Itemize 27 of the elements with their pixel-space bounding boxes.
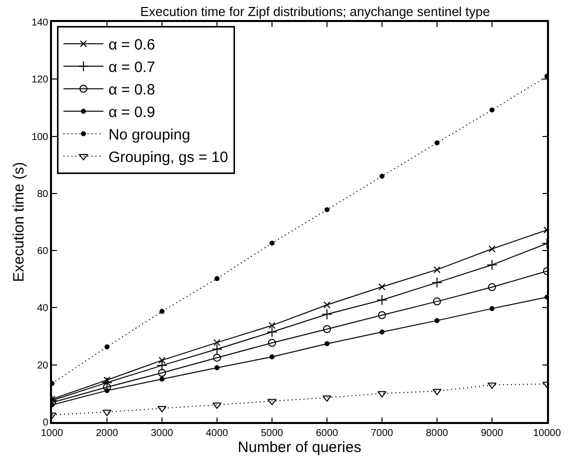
y-tick-label: 140 — [32, 18, 49, 28]
x-tick-label: 2000 — [96, 428, 119, 439]
x-axis-title: Number of queries — [238, 438, 362, 456]
legend-label: Grouping, gs = 10 — [108, 149, 228, 166]
x-tick-label: 10000 — [533, 428, 562, 439]
legend-label: No grouping — [108, 126, 190, 144]
x-tick-label: 4000 — [206, 428, 229, 439]
chart-title: Execution time for Zipf distributions; anychange sentinel type — [140, 4, 490, 20]
y-tick-label: 80 — [37, 188, 49, 200]
x-tick-label: 8000 — [426, 428, 449, 439]
x-tick-label: 7000 — [370, 428, 394, 439]
y-tick-label: 0 — [42, 418, 49, 428]
y-tick-label: 40 — [37, 303, 49, 314]
legend-label: α = 0.7 — [108, 59, 156, 76]
x-tick-label: 9000 — [480, 428, 504, 439]
legend-label: α = 0.8 — [108, 82, 156, 99]
x-tick-label: 6000 — [316, 428, 339, 439]
y-tick-label: 120 — [32, 74, 49, 86]
legend-label: α = 0.9 — [108, 104, 156, 122]
y-tick-label: 100 — [32, 132, 49, 143]
y-axis-title: Execution time (s) — [10, 162, 28, 282]
legend-label: α = 0.6 — [108, 36, 156, 54]
y-tick-label: 60 — [37, 246, 49, 258]
x-tick-label: 3000 — [150, 428, 174, 439]
y-tick-label: 20 — [37, 360, 49, 372]
x-tick-label: 1000 — [40, 428, 64, 439]
x-tick-label: 5000 — [260, 428, 284, 439]
